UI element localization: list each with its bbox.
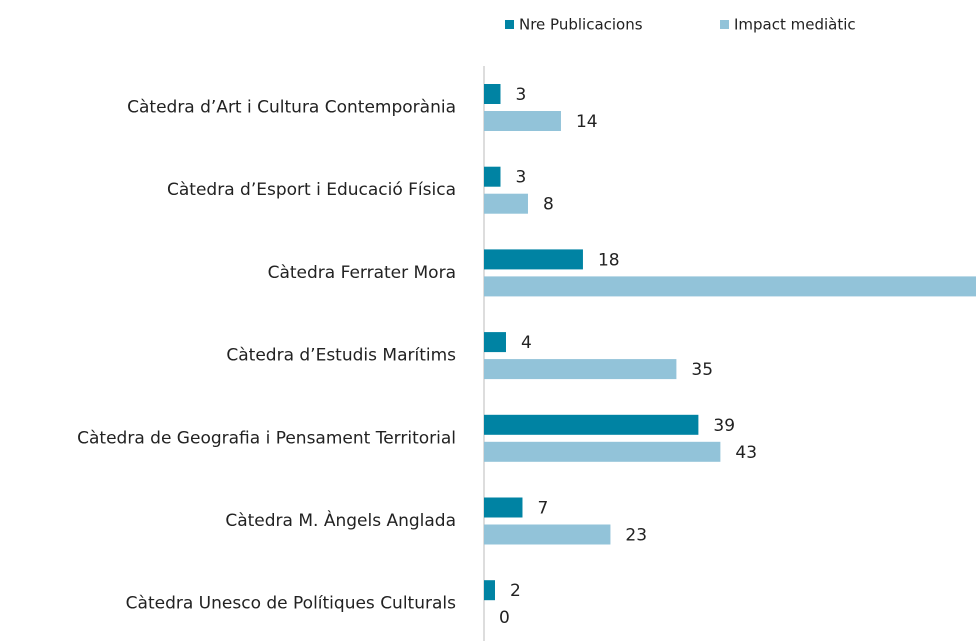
category-label: Càtedra de Geografia i Pensament Territo… — [77, 428, 456, 448]
category-label: Càtedra Ferrater Mora — [268, 263, 456, 283]
value-label: 7 — [537, 499, 548, 519]
bar — [484, 359, 677, 380]
value-label: 35 — [691, 360, 713, 380]
value-label: 14 — [576, 112, 598, 132]
category-label: Càtedra d’Art i Cultura Contemporània — [127, 98, 456, 118]
bar — [484, 524, 611, 545]
bar — [484, 276, 976, 297]
value-label: 18 — [598, 250, 620, 270]
category-label: Càtedra d’Estudis Marítims — [226, 346, 456, 366]
bar — [484, 441, 721, 462]
value-label: 39 — [713, 416, 735, 436]
category-label: Càtedra M. Àngels Anglada — [225, 509, 456, 531]
value-label: 4 — [521, 333, 532, 353]
legend-label: Nre Publicacions — [519, 16, 643, 34]
bar — [484, 193, 528, 214]
bar — [484, 111, 561, 131]
bar — [484, 84, 501, 104]
value-label: 0 — [499, 608, 510, 628]
value-label: 8 — [543, 195, 554, 215]
bar — [484, 166, 501, 187]
bar — [484, 580, 495, 601]
bar — [484, 249, 583, 270]
value-label: 43 — [735, 443, 757, 463]
bar — [484, 332, 506, 353]
legend-label: Impact mediàtic — [734, 16, 856, 34]
category-label: Càtedra d’Esport i Educació Física — [167, 180, 456, 200]
bar — [484, 497, 523, 518]
category-label: Càtedra Unesco de Polítiques Culturals — [126, 594, 456, 614]
value-label: 3 — [515, 85, 526, 105]
bar — [484, 414, 699, 435]
legend-swatch — [720, 20, 729, 29]
value-label: 2 — [510, 581, 521, 601]
value-label: 3 — [515, 168, 526, 188]
value-label: 23 — [625, 526, 647, 546]
legend-swatch — [505, 20, 514, 29]
